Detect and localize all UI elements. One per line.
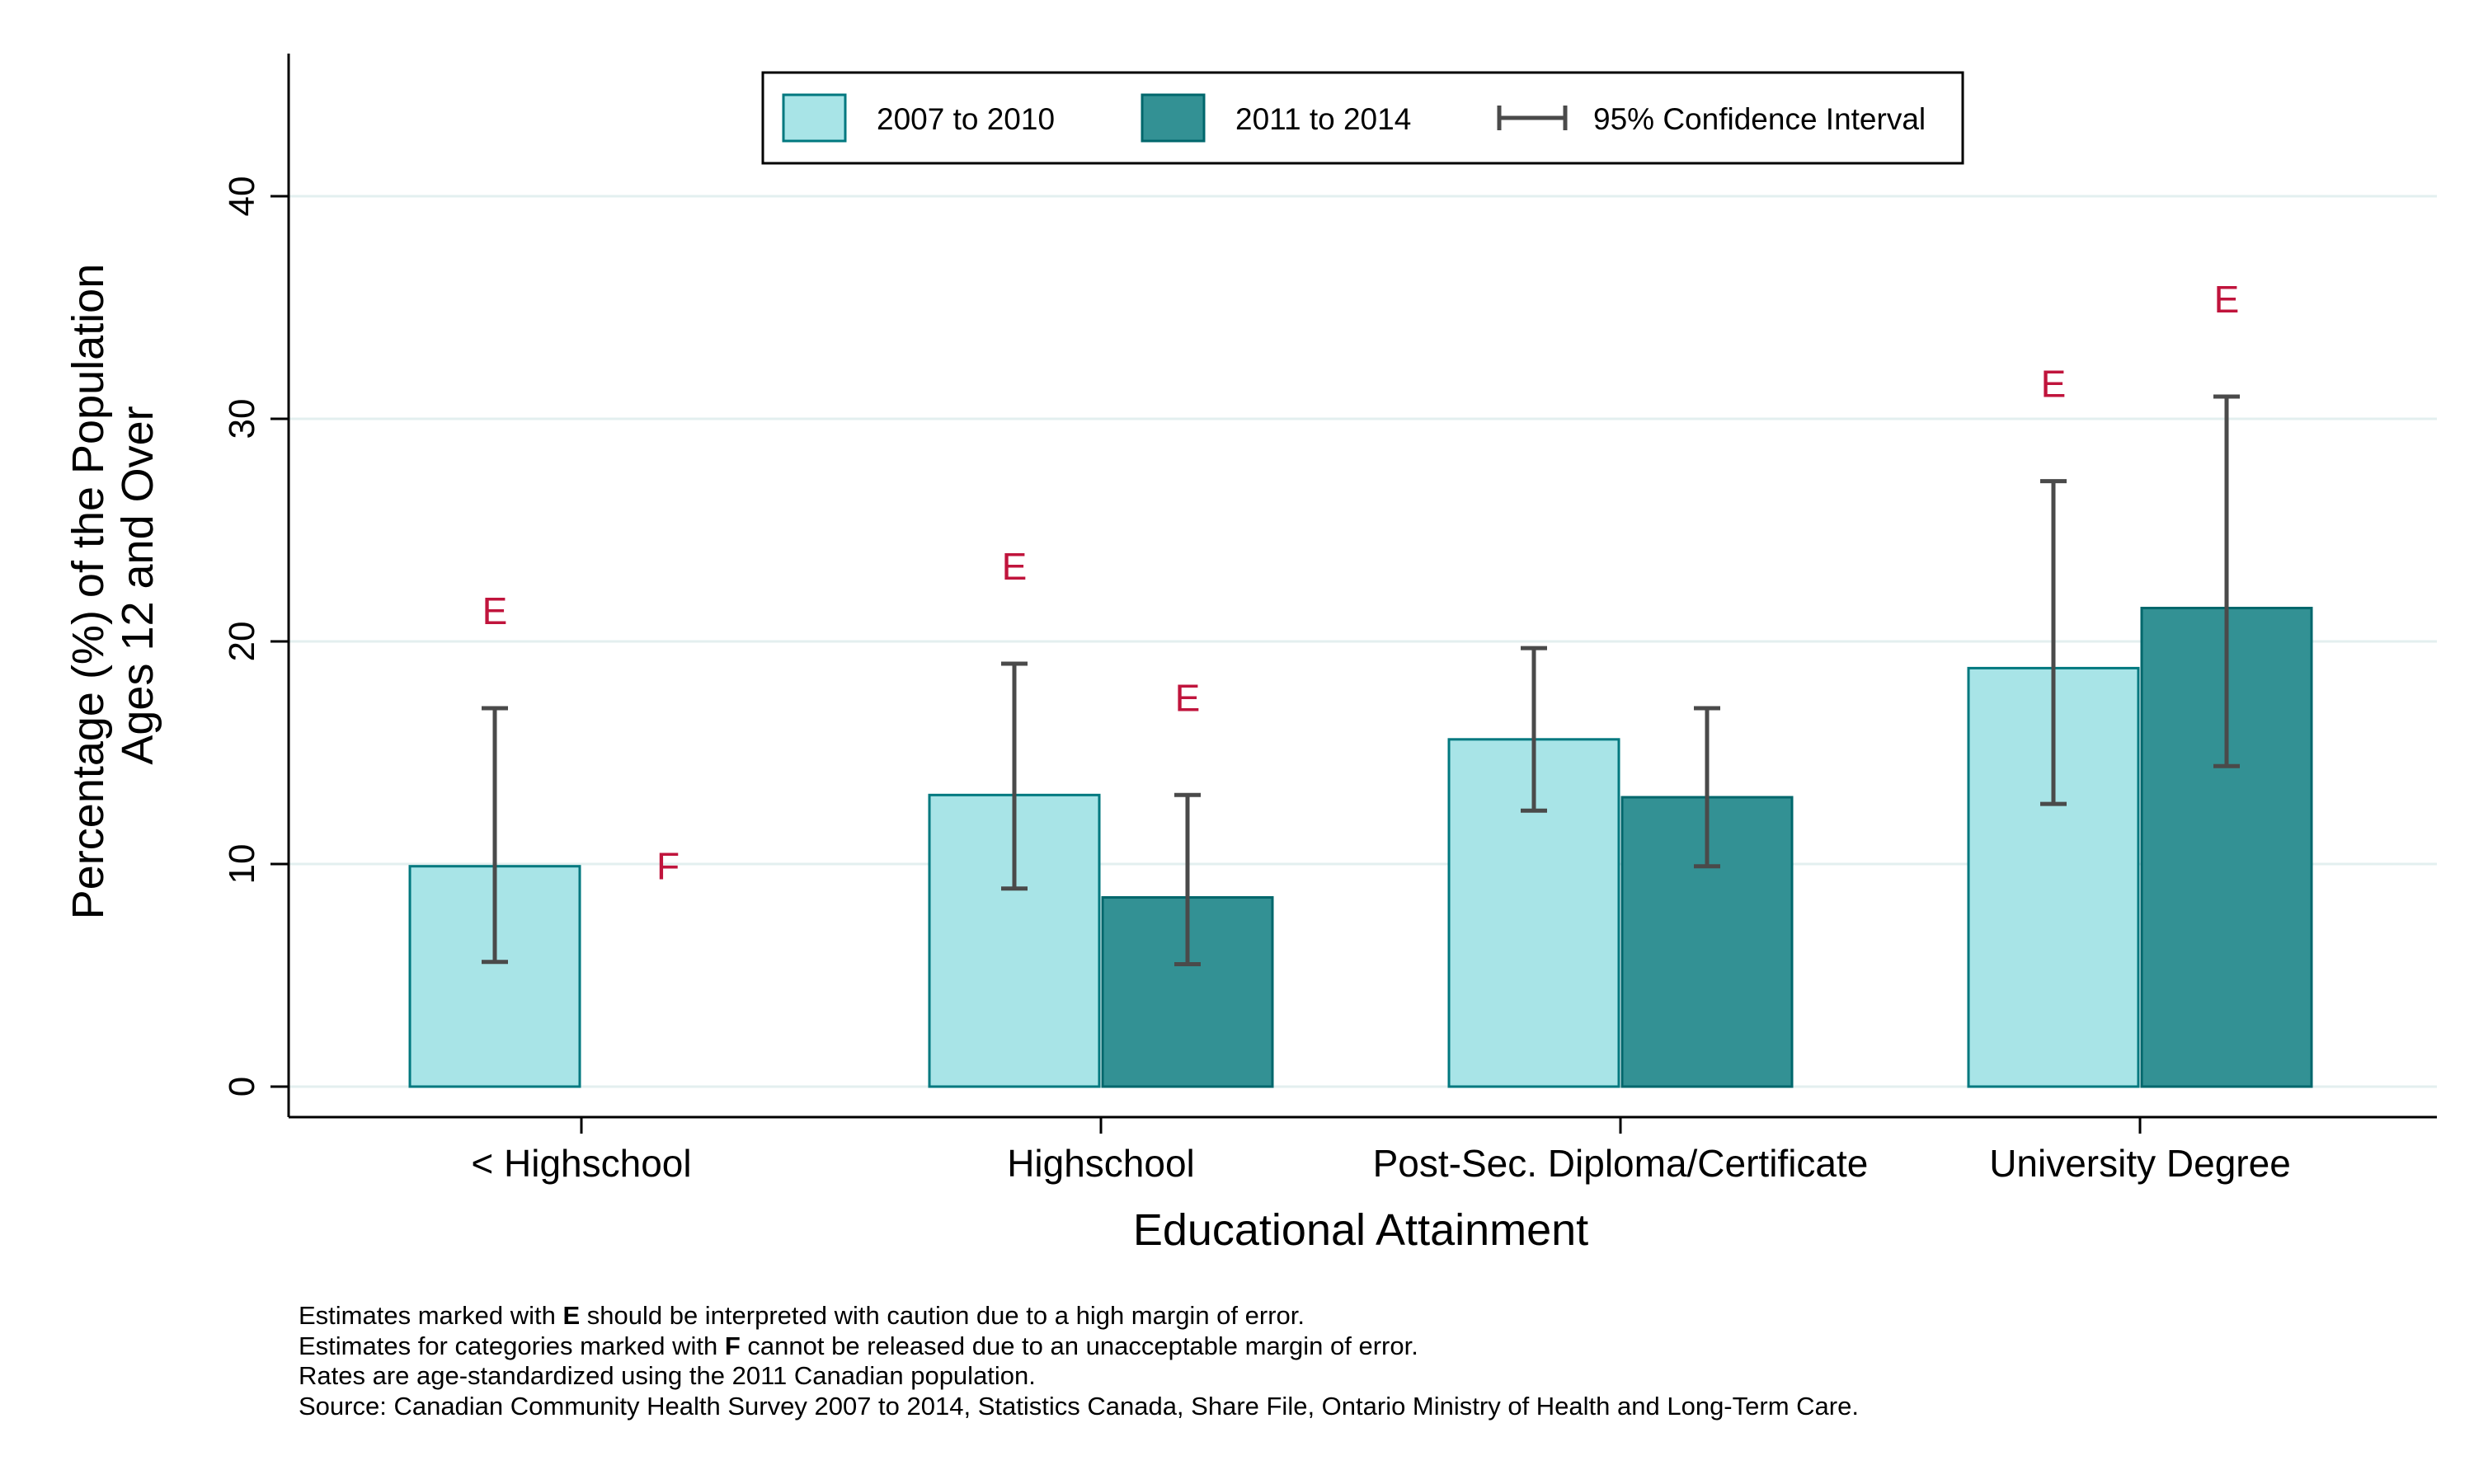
flag-3-0: E (2041, 363, 2067, 406)
y-axis-label-line1: Percentage (%) of the Population (63, 264, 113, 920)
y-tick-label-0: 0 (222, 1077, 262, 1097)
x-tick-label-0: < Highschool (471, 1142, 691, 1185)
y-tick-label-10: 10 (222, 844, 262, 885)
y-ticks: 0 10 20 30 40 (222, 176, 289, 1097)
bar-1-0 (928, 793, 1101, 1088)
footnotes: Estimates marked with E should be interp… (299, 1301, 1859, 1421)
flag-1-0: E (1002, 545, 1028, 588)
x-tick-label-1: Highschool (1007, 1142, 1195, 1185)
axes (287, 54, 2437, 1119)
legend-label-0: 2007 to 2010 (877, 102, 1055, 136)
x-axis-label: Educational Attainment (1133, 1205, 1588, 1255)
legend-swatch-0 (782, 93, 847, 143)
y-axis-label-line2: Ages 12 and Over (113, 406, 162, 764)
footnote-4: Source: Canadian Community Health Survey… (299, 1391, 1859, 1421)
footnote-3: Rates are age-standardized using the 201… (299, 1361, 1036, 1390)
flag-0-0: E (482, 589, 508, 632)
bars (408, 607, 2313, 1088)
y-axis-label: Percentage (%) of the Population Ages 12… (63, 251, 162, 920)
legend-box (761, 71, 1964, 165)
x-tick-label-3: University Degree (1989, 1142, 2291, 1185)
legend-label-1: 2011 to 2014 (1235, 102, 1411, 136)
legend: 2007 to 2010 2011 to 2014 95% Confidence I… (761, 71, 1964, 165)
flag-labels: E F E E E E (482, 278, 2240, 888)
flag-1-1: E (1175, 676, 1201, 719)
footnote-2: Estimates for categories marked with F c… (299, 1331, 1418, 1360)
footnote-1: Estimates marked with E should be interp… (299, 1301, 1305, 1330)
legend-swatch-1 (1141, 93, 1206, 143)
legend-label-ci: 95% Confidence Interval (1593, 102, 1926, 136)
y-tick-label-30: 30 (222, 399, 262, 439)
flag-0-1: F (656, 845, 680, 888)
x-tick-label-2: Post-Sec. Diploma/Certificate (1373, 1142, 1869, 1185)
x-tick-labels: < Highschool Highschool Post-Sec. Diploma/… (471, 1117, 2291, 1185)
y-tick-label-40: 40 (222, 176, 262, 217)
flag-3-1: E (2214, 278, 2240, 321)
error-bars (482, 394, 2240, 966)
y-tick-label-20: 20 (222, 622, 262, 662)
